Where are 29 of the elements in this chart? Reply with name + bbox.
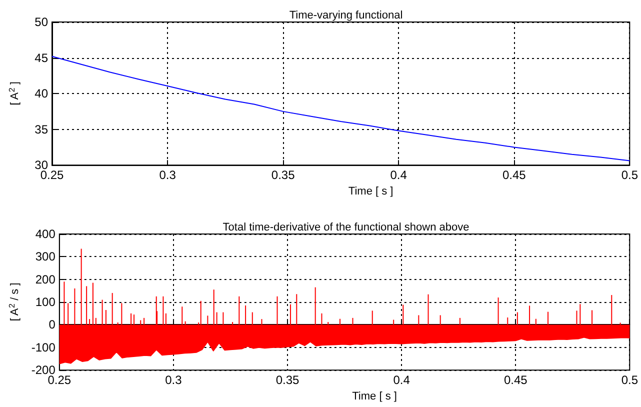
y-tick-label: 45: [34, 50, 48, 65]
y-tick-label: -100: [31, 340, 56, 354]
x-axis-title: Time [ s ]: [348, 186, 394, 198]
x-tick-label: 0.4: [390, 168, 408, 182]
x-tick-label: 0.35: [271, 168, 296, 182]
y-tick-label: 300: [35, 250, 56, 264]
line-series: [52, 56, 630, 162]
x-tick-label: 0.4: [393, 373, 410, 388]
y-axis-title: [ A2 / s ]: [8, 282, 21, 322]
y-tick-label: 35: [34, 122, 48, 136]
x-tick-label: 0.25: [40, 168, 64, 182]
x-tick-label: 0.25: [48, 373, 72, 388]
x-tick-label: 0.5: [621, 373, 638, 388]
x-axis-title: Time [ s ]: [352, 390, 397, 402]
x-tick-label: 0.3: [165, 373, 182, 388]
chart-title: Time-varying functional: [289, 10, 403, 22]
x-tick-label: 0.35: [276, 373, 300, 388]
chart-title: Total time-derivative of the functional shown above: [222, 222, 470, 234]
y-tick-label: 400: [35, 227, 56, 241]
x-tick-label: 0.45: [502, 168, 526, 182]
y-tick-label: 50: [34, 15, 48, 29]
y-tick-label: 40: [34, 86, 48, 101]
x-tick-label: 0.45: [504, 373, 528, 388]
y-axis-title: [ A2 ]: [8, 82, 21, 106]
x-tick-label: 0.3: [159, 168, 176, 182]
x-tick-label: 0.5: [621, 168, 638, 182]
y-tick-label: 100: [35, 295, 56, 310]
y-tick-label: 200: [35, 272, 56, 286]
y-tick-label: 0: [48, 318, 56, 332]
